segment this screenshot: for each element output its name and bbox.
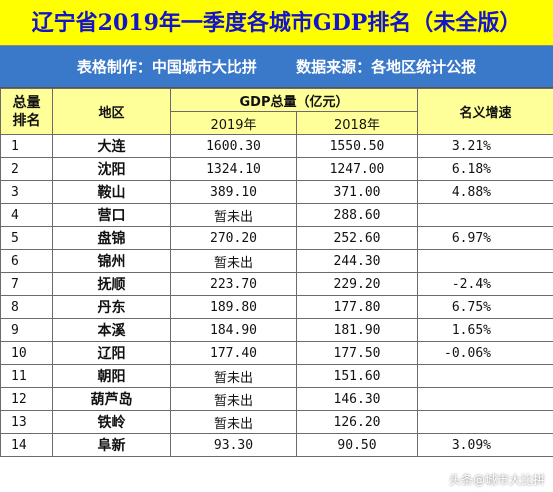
table-row: 13 铁岭 暂未出 126.20 — [0, 410, 553, 434]
gdp-2019-cell: 暂未出 — [170, 249, 297, 273]
rank-cell: 13 — [0, 410, 53, 434]
header-gdp-total: GDP总量（亿元） — [170, 88, 418, 112]
header-2018: 2018年 — [296, 111, 418, 135]
growth-cell: -0.06% — [417, 341, 553, 365]
growth-cell: -2.4% — [417, 272, 553, 296]
gdp-2018-cell: 371.00 — [296, 180, 418, 204]
watermark: 头条@城市大比拼 — [448, 473, 545, 487]
growth-cell: 6.97% — [417, 226, 553, 250]
rank-cell: 6 — [0, 249, 53, 273]
table-row: 14 阜新 93.30 90.50 3.09% — [0, 433, 553, 457]
gdp-2018-cell: 229.20 — [296, 272, 418, 296]
rank-cell: 10 — [0, 341, 53, 365]
city-cell: 朝阳 — [52, 364, 171, 388]
table-row: 11 朝阳 暂未出 151.60 — [0, 364, 553, 388]
rank-cell: 3 — [0, 180, 53, 204]
city-cell: 抚顺 — [52, 272, 171, 296]
city-cell: 铁岭 — [52, 410, 171, 434]
rank-cell: 14 — [0, 433, 53, 457]
gdp-2018-cell: 1247.00 — [296, 157, 418, 181]
city-cell: 鞍山 — [52, 180, 171, 204]
growth-cell: 6.75% — [417, 295, 553, 319]
header-2019: 2019年 — [170, 111, 297, 135]
rank-cell: 5 — [0, 226, 53, 250]
growth-cell: 3.21% — [417, 134, 553, 158]
rank-cell: 12 — [0, 387, 53, 411]
gdp-2018-cell: 90.50 — [296, 433, 418, 457]
page-title: 辽宁省2019年一季度各城市GDP排名（未全版） — [0, 0, 553, 46]
growth-cell: 4.88% — [417, 180, 553, 204]
table-row: 6 锦州 暂未出 244.30 — [0, 249, 553, 273]
rank-cell: 9 — [0, 318, 53, 342]
gdp-2019-cell: 184.90 — [170, 318, 297, 342]
header-rank: 总量排名 — [0, 88, 53, 135]
gdp-2019-cell: 暂未出 — [170, 203, 297, 227]
gdp-2019-cell: 177.40 — [170, 341, 297, 365]
data-source-label: 数据来源：各地区统计公报 — [296, 58, 477, 76]
gdp-ranking-table: 总量排名 地区 GDP总量（亿元） 名义增速 2019年 2018年 1 大连 16… — [0, 88, 553, 457]
city-cell: 本溪 — [52, 318, 171, 342]
city-cell: 大连 — [52, 134, 171, 158]
city-cell: 阜新 — [52, 433, 171, 457]
header-region: 地区 — [52, 88, 171, 135]
subtitle-bar: 表格制作：中国城市大比拼 数据来源：各地区统计公报 — [0, 46, 553, 88]
gdp-2018-cell: 181.90 — [296, 318, 418, 342]
gdp-2018-cell: 151.60 — [296, 364, 418, 388]
gdp-2019-cell: 1600.30 — [170, 134, 297, 158]
rank-cell: 7 — [0, 272, 53, 296]
table-row: 10 辽阳 177.40 177.50 -0.06% — [0, 341, 553, 365]
gdp-2018-cell: 146.30 — [296, 387, 418, 411]
table-row: 9 本溪 184.90 181.90 1.65% — [0, 318, 553, 342]
gdp-2019-cell: 389.10 — [170, 180, 297, 204]
gdp-2018-cell: 126.20 — [296, 410, 418, 434]
table-row: 2 沈阳 1324.10 1247.00 6.18% — [0, 157, 553, 181]
table-row: 4 营口 暂未出 288.60 — [0, 203, 553, 227]
rank-cell: 2 — [0, 157, 53, 181]
table-row: 7 抚顺 223.70 229.20 -2.4% — [0, 272, 553, 296]
header-row-top: 总量排名 地区 GDP总量（亿元） 名义增速 — [0, 88, 553, 135]
gdp-2019-cell: 暂未出 — [170, 387, 297, 411]
table-row: 12 葫芦岛 暂未出 146.30 — [0, 387, 553, 411]
growth-cell — [417, 387, 553, 411]
rank-cell: 11 — [0, 364, 53, 388]
gdp-2019-cell: 暂未出 — [170, 364, 297, 388]
gdp-2019-cell: 270.20 — [170, 226, 297, 250]
gdp-2018-cell: 288.60 — [296, 203, 418, 227]
growth-cell — [417, 364, 553, 388]
gdp-2019-cell: 189.80 — [170, 295, 297, 319]
table-row: 3 鞍山 389.10 371.00 4.88% — [0, 180, 553, 204]
gdp-2019-cell: 暂未出 — [170, 410, 297, 434]
gdp-2018-cell: 244.30 — [296, 249, 418, 273]
gdp-2018-cell: 177.80 — [296, 295, 418, 319]
rank-cell: 4 — [0, 203, 53, 227]
table-row: 5 盘锦 270.20 252.60 6.97% — [0, 226, 553, 250]
gdp-2019-cell: 93.30 — [170, 433, 297, 457]
table-row: 8 丹东 189.80 177.80 6.75% — [0, 295, 553, 319]
gdp-2019-cell: 1324.10 — [170, 157, 297, 181]
gdp-2019-cell: 223.70 — [170, 272, 297, 296]
city-cell: 沈阳 — [52, 157, 171, 181]
growth-cell — [417, 249, 553, 273]
rank-cell: 8 — [0, 295, 53, 319]
growth-cell: 1.65% — [417, 318, 553, 342]
table-maker-label: 表格制作：中国城市大比拼 — [76, 58, 257, 76]
rank-cell: 1 — [0, 134, 53, 158]
growth-cell: 3.09% — [417, 433, 553, 457]
gdp-2018-cell: 252.60 — [296, 226, 418, 250]
gdp-2018-cell: 1550.50 — [296, 134, 418, 158]
city-cell: 盘锦 — [52, 226, 171, 250]
header-growth: 名义增速 — [417, 88, 553, 135]
table-row: 1 大连 1600.30 1550.50 3.21% — [0, 134, 553, 158]
city-cell: 丹东 — [52, 295, 171, 319]
gdp-2018-cell: 177.50 — [296, 341, 418, 365]
city-cell: 营口 — [52, 203, 171, 227]
growth-cell — [417, 203, 553, 227]
city-cell: 辽阳 — [52, 341, 171, 365]
city-cell: 葫芦岛 — [52, 387, 171, 411]
growth-cell — [417, 410, 553, 434]
city-cell: 锦州 — [52, 249, 171, 273]
growth-cell: 6.18% — [417, 157, 553, 181]
